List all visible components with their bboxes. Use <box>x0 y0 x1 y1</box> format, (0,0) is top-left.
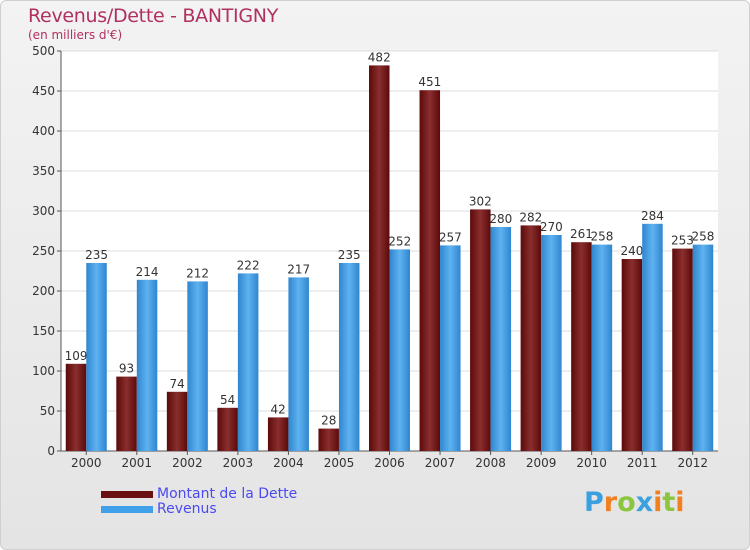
y-tick-label: 350 <box>32 164 55 178</box>
logo-letter: x <box>635 487 654 518</box>
x-tick-label: 2006 <box>374 456 405 470</box>
data-label-dette: 253 <box>671 234 694 248</box>
bar-revenus <box>86 263 107 451</box>
bar-dette <box>621 259 643 451</box>
y-tick-label: 300 <box>32 204 55 218</box>
y-tick-label: 450 <box>32 84 55 98</box>
bar-revenus <box>440 245 461 451</box>
chart-title: Revenus/Dette - BANTIGNY <box>28 5 278 27</box>
chart-subtitle: (en milliers d'€) <box>28 28 123 42</box>
bar-revenus <box>642 223 663 451</box>
proxiti-logo: Proxiti <box>584 487 685 518</box>
data-label-revenus: 222 <box>237 258 260 272</box>
bar-revenus <box>692 244 714 451</box>
data-label-dette: 302 <box>469 194 492 208</box>
legend-swatch-revenus <box>101 506 153 513</box>
logo-letter: o <box>617 487 636 518</box>
bar-dette <box>672 248 693 451</box>
x-tick-label: 2008 <box>475 456 506 470</box>
logo-letter: i <box>653 487 663 518</box>
data-label-dette: 93 <box>119 362 134 376</box>
logo-letter: r <box>603 487 618 518</box>
bar-revenus <box>237 273 259 451</box>
y-tick-label: 50 <box>40 404 55 418</box>
data-label-dette: 240 <box>620 244 643 258</box>
x-tick-label: 2011 <box>627 456 658 470</box>
bar-revenus <box>591 244 613 451</box>
x-tick-label: 2002 <box>172 456 203 470</box>
y-tick-label: 400 <box>32 124 55 138</box>
y-tick-label: 0 <box>47 444 55 458</box>
data-label-dette: 42 <box>271 402 286 416</box>
bar-chart: 0 50 100 150 200 250 300 350 400 450 500 2000 109 235… <box>32 44 718 470</box>
y-tick-label: 150 <box>32 324 55 338</box>
bar-dette <box>470 209 491 451</box>
x-tick-label: 2004 <box>273 456 304 470</box>
bar-dette <box>217 407 238 451</box>
bar-dette <box>116 376 137 451</box>
legend-label-dette: Montant de la Dette <box>157 486 298 502</box>
data-label-revenus: 212 <box>186 266 209 280</box>
data-label-revenus: 217 <box>287 262 310 276</box>
legend-swatch-dette <box>101 491 153 498</box>
x-tick-label: 2012 <box>677 456 708 470</box>
bar-dette <box>65 363 87 451</box>
bar-revenus <box>389 249 410 451</box>
x-tick-label: 2001 <box>122 456 153 470</box>
data-label-revenus: 280 <box>489 212 512 226</box>
bar-dette <box>419 90 441 451</box>
bar-revenus <box>187 281 208 451</box>
data-label-dette: 109 <box>65 349 88 363</box>
y-tick-label: 100 <box>32 364 55 378</box>
bar-revenus <box>136 279 158 451</box>
bar-revenus <box>541 235 562 451</box>
bar-dette <box>571 242 592 451</box>
data-label-dette: 74 <box>169 377 184 391</box>
data-label-dette: 282 <box>519 210 542 224</box>
data-label-revenus: 270 <box>540 220 563 234</box>
data-label-dette: 28 <box>321 414 336 428</box>
bar-revenus <box>490 227 512 451</box>
bar-dette <box>520 225 542 451</box>
data-label-dette: 54 <box>220 393 235 407</box>
bar-dette <box>369 65 390 452</box>
data-label-revenus: 258 <box>590 230 613 244</box>
bar-dette <box>318 428 339 451</box>
data-label-dette: 261 <box>570 227 593 241</box>
y-tick-label: 200 <box>32 284 55 298</box>
logo-letter: P <box>584 487 604 518</box>
data-label-revenus: 257 <box>439 230 462 244</box>
data-label-dette: 451 <box>418 75 441 89</box>
x-tick-label: 2003 <box>223 456 254 470</box>
x-tick-label: 2000 <box>71 456 102 470</box>
logo-letter: i <box>675 487 685 518</box>
bar-dette <box>267 417 289 451</box>
x-tick-label: 2009 <box>526 456 557 470</box>
data-label-dette: 482 <box>368 50 391 64</box>
data-label-revenus: 258 <box>692 230 715 244</box>
bar-dette <box>166 391 188 451</box>
x-tick-label: 2005 <box>324 456 355 470</box>
legend-label-revenus: Revenus <box>157 501 217 517</box>
bar-revenus <box>288 277 309 451</box>
data-label-revenus: 284 <box>641 209 664 223</box>
bar-revenus <box>338 263 360 451</box>
x-tick-label: 2007 <box>425 456 456 470</box>
y-tick-label: 500 <box>32 44 55 58</box>
data-label-revenus: 235 <box>85 248 108 262</box>
data-label-revenus: 252 <box>388 234 411 248</box>
x-tick-label: 2010 <box>576 456 607 470</box>
data-label-revenus: 235 <box>338 248 361 262</box>
data-label-revenus: 214 <box>136 265 159 279</box>
logo-letter: t <box>662 487 676 518</box>
y-tick-label: 250 <box>32 244 55 258</box>
